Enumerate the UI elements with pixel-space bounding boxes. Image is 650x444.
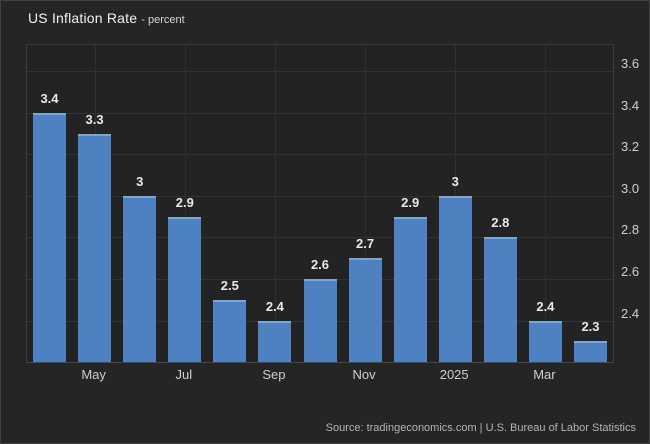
bar-2.5[interactable]: [213, 299, 247, 362]
bar-value-label: 2.6: [310, 256, 330, 272]
bar-value-label: 2.4: [265, 298, 284, 314]
x-tick-label-May: May: [81, 367, 106, 382]
y-tick-label-3.2: 3.2: [621, 139, 640, 155]
bar-value-label: 3: [136, 173, 144, 189]
bar-value-label: 2.3: [581, 319, 600, 335]
x-tick-label-Mar: Mar: [533, 367, 556, 382]
bar-3.3[interactable]: [78, 133, 112, 362]
v-gridline: [365, 45, 367, 362]
h-gridline: [27, 154, 613, 156]
bar-2.7[interactable]: [348, 258, 382, 362]
source-attribution: Source: tradingeconomics.com | U.S. Bure…: [325, 422, 636, 434]
bar-2.9[interactable]: [168, 216, 202, 362]
bar-3.4[interactable]: [33, 112, 66, 362]
chart-title: US Inflation Rate - percent: [28, 10, 185, 28]
bar-2.4[interactable]: [258, 320, 292, 362]
y-tick-label-3.6: 3.6: [621, 56, 640, 72]
v-gridline: [545, 45, 547, 362]
h-gridline: [27, 237, 613, 239]
h-gridline: [27, 195, 613, 197]
bar-value-label: 3: [451, 173, 459, 189]
y-tick-label-3.4: 3.4: [621, 97, 640, 113]
bar-2.6[interactable]: [303, 278, 337, 362]
h-gridline: [27, 71, 613, 73]
x-tick-label-2025: 2025: [439, 367, 469, 382]
bar-3[interactable]: [123, 195, 157, 362]
bar-value-label: 2.5: [220, 277, 239, 293]
y-tick-label-2.6: 2.6: [621, 263, 640, 279]
bar-2.8[interactable]: [483, 237, 517, 362]
bar-value-label: 2.7: [356, 236, 375, 252]
x-tick-label-Sep: Sep: [262, 367, 286, 382]
y-tick-label-3.0: 3.0: [621, 180, 640, 196]
bar-value-label: 3.3: [85, 111, 104, 127]
v-gridline: [274, 45, 276, 362]
bar-3[interactable]: [438, 195, 472, 362]
chart-subtitle-text: - percent: [141, 14, 185, 26]
bar-value-label: 2.8: [491, 215, 510, 231]
y-tick-label-2.8: 2.8: [621, 222, 640, 238]
bar-2.3[interactable]: [574, 341, 607, 362]
bar-value-label: 2.4: [536, 298, 555, 314]
x-tick-label-Nov: Nov: [352, 367, 376, 382]
plot-area: 3.4 3.3 3 2.9 2.5 2.4 2.6 2.7 2.9 3 2.8 2.4 2.3: [26, 44, 614, 363]
x-tick-label-Jul: Jul: [175, 367, 193, 382]
bar-value-label: 2.9: [401, 194, 420, 210]
y-tick-label-2.4: 2.4: [621, 305, 640, 321]
bar-2.4[interactable]: [528, 320, 562, 362]
bar-value-label: 2.9: [175, 194, 194, 210]
bar-2.9[interactable]: [393, 216, 427, 362]
chart-title-text: US Inflation Rate: [28, 10, 138, 26]
h-gridline: [27, 112, 613, 114]
v-gridline: [184, 45, 186, 362]
bar-value-label: 3.4: [40, 90, 59, 106]
